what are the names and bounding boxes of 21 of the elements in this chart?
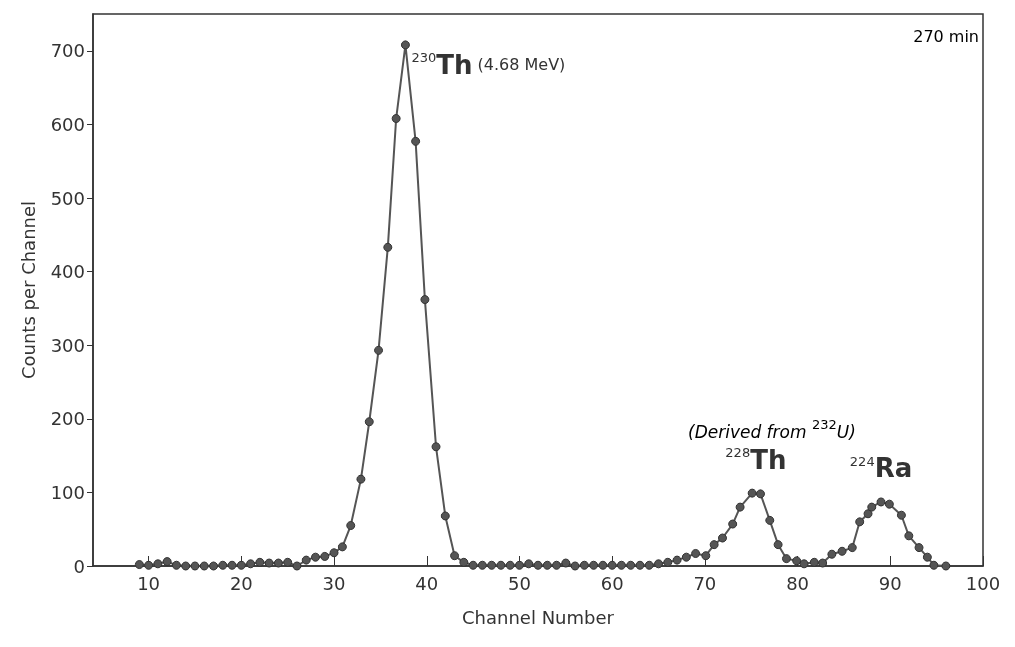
y-tick-label: 200 xyxy=(50,408,85,430)
x-tick-label: 100 xyxy=(965,572,1001,594)
y-axis-title: Counts per Channel xyxy=(17,200,39,380)
y-tick-label: 600 xyxy=(50,113,85,135)
x-tick-label: 30 xyxy=(322,572,346,594)
annotation: 270 min xyxy=(913,26,979,46)
y-tick-label: 300 xyxy=(50,334,85,356)
x-tick-label: 40 xyxy=(415,572,439,594)
y-tick-label: 100 xyxy=(50,481,85,503)
x-tick-label: 90 xyxy=(878,572,902,594)
y-tick-label: 700 xyxy=(50,40,85,62)
x-tick-label: 50 xyxy=(508,572,531,594)
x-tick-label: 80 xyxy=(786,572,810,594)
y-tick-label: 500 xyxy=(50,187,85,209)
x-axis-title: Channel Number xyxy=(462,606,615,628)
x-tick-label: 60 xyxy=(600,572,624,594)
x-tick-label: 70 xyxy=(693,572,717,594)
y-tick-label: 0 xyxy=(73,555,85,577)
y-tick-label: 400 xyxy=(50,261,85,283)
x-tick-label: 10 xyxy=(137,572,161,594)
x-tick-label: 20 xyxy=(229,572,253,594)
